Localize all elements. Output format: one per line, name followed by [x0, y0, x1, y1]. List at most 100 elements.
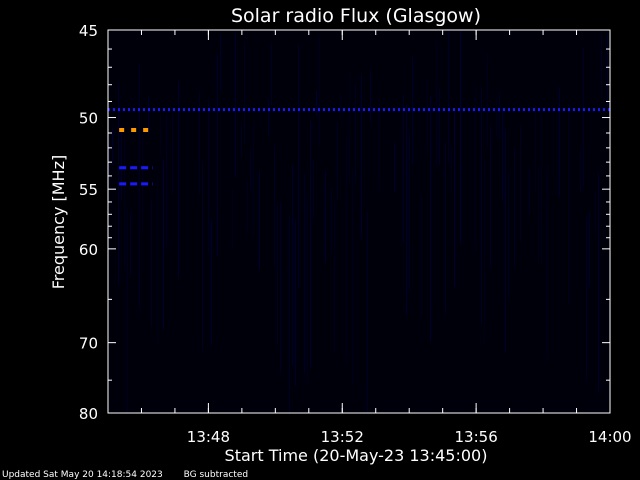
x-tick-label: 14:00: [588, 428, 631, 446]
noise-streak: [163, 160, 164, 330]
y-axis: 45 50 55 60 70 80: [79, 22, 610, 423]
noise-streak: [514, 147, 515, 267]
noise-streak: [112, 126, 113, 166]
y-tick-label: 55: [79, 181, 98, 199]
noise-streak: [319, 36, 320, 147]
noise-streak: [607, 34, 608, 107]
noise-streak: [274, 144, 275, 266]
x-tick-label: 13:56: [455, 428, 498, 446]
noise-streak: [331, 188, 332, 250]
noise-streak: [499, 93, 500, 139]
noise-streak: [454, 112, 455, 287]
noise-streak: [598, 172, 599, 393]
updated-timestamp: Updated Sat May 20 14:18:54 2023: [2, 470, 163, 480]
noise-streak: [568, 103, 569, 306]
noise-streak: [295, 219, 296, 386]
noise-streak: [109, 137, 110, 184]
noise-streak: [250, 149, 251, 190]
noise-streak: [547, 164, 548, 361]
noise-streak: [439, 89, 440, 165]
background-note: BG subtracted: [183, 470, 249, 480]
noise-streak: [118, 84, 119, 285]
noise-streak: [529, 169, 530, 214]
noise-streak: [502, 109, 503, 201]
noise-streak: [370, 70, 371, 122]
noise-streak: [601, 33, 602, 96]
noise-streak: [412, 57, 413, 164]
noise-streak: [538, 168, 539, 263]
noise-streak: [355, 83, 356, 183]
noise-streak: [589, 211, 590, 287]
noise-streak: [244, 42, 245, 145]
noise-streak: [208, 98, 209, 254]
noise-streak: [352, 169, 353, 386]
noise-streak: [406, 104, 407, 315]
footer: Updated Sat May 20 14:18:54 2023 BG subt…: [2, 470, 266, 480]
noise-streak: [475, 89, 476, 251]
noise-streak: [313, 159, 314, 219]
x-tick-label: 13:52: [321, 428, 364, 446]
noise-streak: [346, 135, 347, 363]
noise-streak: [307, 198, 308, 385]
noise-streak: [403, 94, 404, 243]
x-tick-label: 13:48: [187, 428, 230, 446]
noise-streak: [127, 209, 128, 413]
noise-streak: [202, 161, 203, 351]
noise-streak: [217, 53, 218, 257]
noise-streak: [421, 195, 422, 317]
spectrogram-noise: [109, 30, 608, 413]
noise-streak: [325, 171, 326, 262]
y-tick-label: 80: [79, 405, 98, 423]
noise-streak: [586, 217, 587, 381]
noise-streak: [139, 62, 140, 310]
y-tick-label: 45: [79, 22, 98, 40]
noise-streak: [160, 116, 161, 157]
plot-area: [108, 30, 610, 413]
noise-streak: [487, 53, 488, 149]
noise-streak: [583, 47, 584, 187]
noise-streak: [535, 106, 536, 192]
noise-streak: [277, 203, 278, 345]
noise-streak: [121, 125, 122, 200]
noise-streak: [394, 142, 395, 193]
noise-streak: [595, 191, 596, 233]
noise-streak: [379, 97, 380, 192]
noise-streak: [520, 125, 521, 242]
noise-streak: [484, 160, 485, 344]
x-axis-title: Start Time (20-May-23 13:45:00): [225, 446, 488, 465]
noise-streak: [451, 148, 452, 192]
noise-streak: [220, 34, 221, 91]
noise-streak: [460, 30, 461, 244]
x-axis: 13:48 13:52 13:56 14:00: [107, 30, 632, 446]
noise-streak: [298, 44, 299, 288]
noise-streak: [367, 211, 368, 413]
y-tick-label: 70: [79, 335, 98, 353]
noise-streak: [304, 173, 305, 374]
noise-streak: [178, 81, 179, 278]
noise-streak: [490, 125, 491, 268]
noise-streak: [337, 122, 338, 201]
noise-streak: [427, 77, 428, 154]
y-axis-title: Frequency [MHz]: [49, 155, 68, 289]
noise-streak: [241, 124, 242, 157]
noise-streak: [481, 87, 482, 326]
noise-streak: [430, 96, 431, 342]
noise-streak: [235, 34, 236, 178]
noise-streak: [247, 181, 248, 233]
noise-streak: [166, 113, 167, 248]
noise-streak: [124, 137, 125, 270]
noise-streak: [580, 150, 581, 192]
noise-streak: [232, 189, 233, 248]
y-tick-label: 50: [79, 110, 98, 128]
noise-streak: [445, 142, 446, 315]
noise-streak: [211, 219, 212, 345]
noise-streak: [148, 97, 149, 136]
spectrogram-features: [108, 108, 610, 186]
noise-streak: [199, 91, 200, 195]
noise-streak: [496, 97, 497, 137]
noise-streak: [130, 213, 131, 277]
noise-streak: [271, 43, 272, 106]
chart-title: Solar radio Flux (Glasgow): [231, 5, 481, 27]
noise-streak: [541, 114, 542, 262]
noise-streak: [289, 215, 290, 413]
